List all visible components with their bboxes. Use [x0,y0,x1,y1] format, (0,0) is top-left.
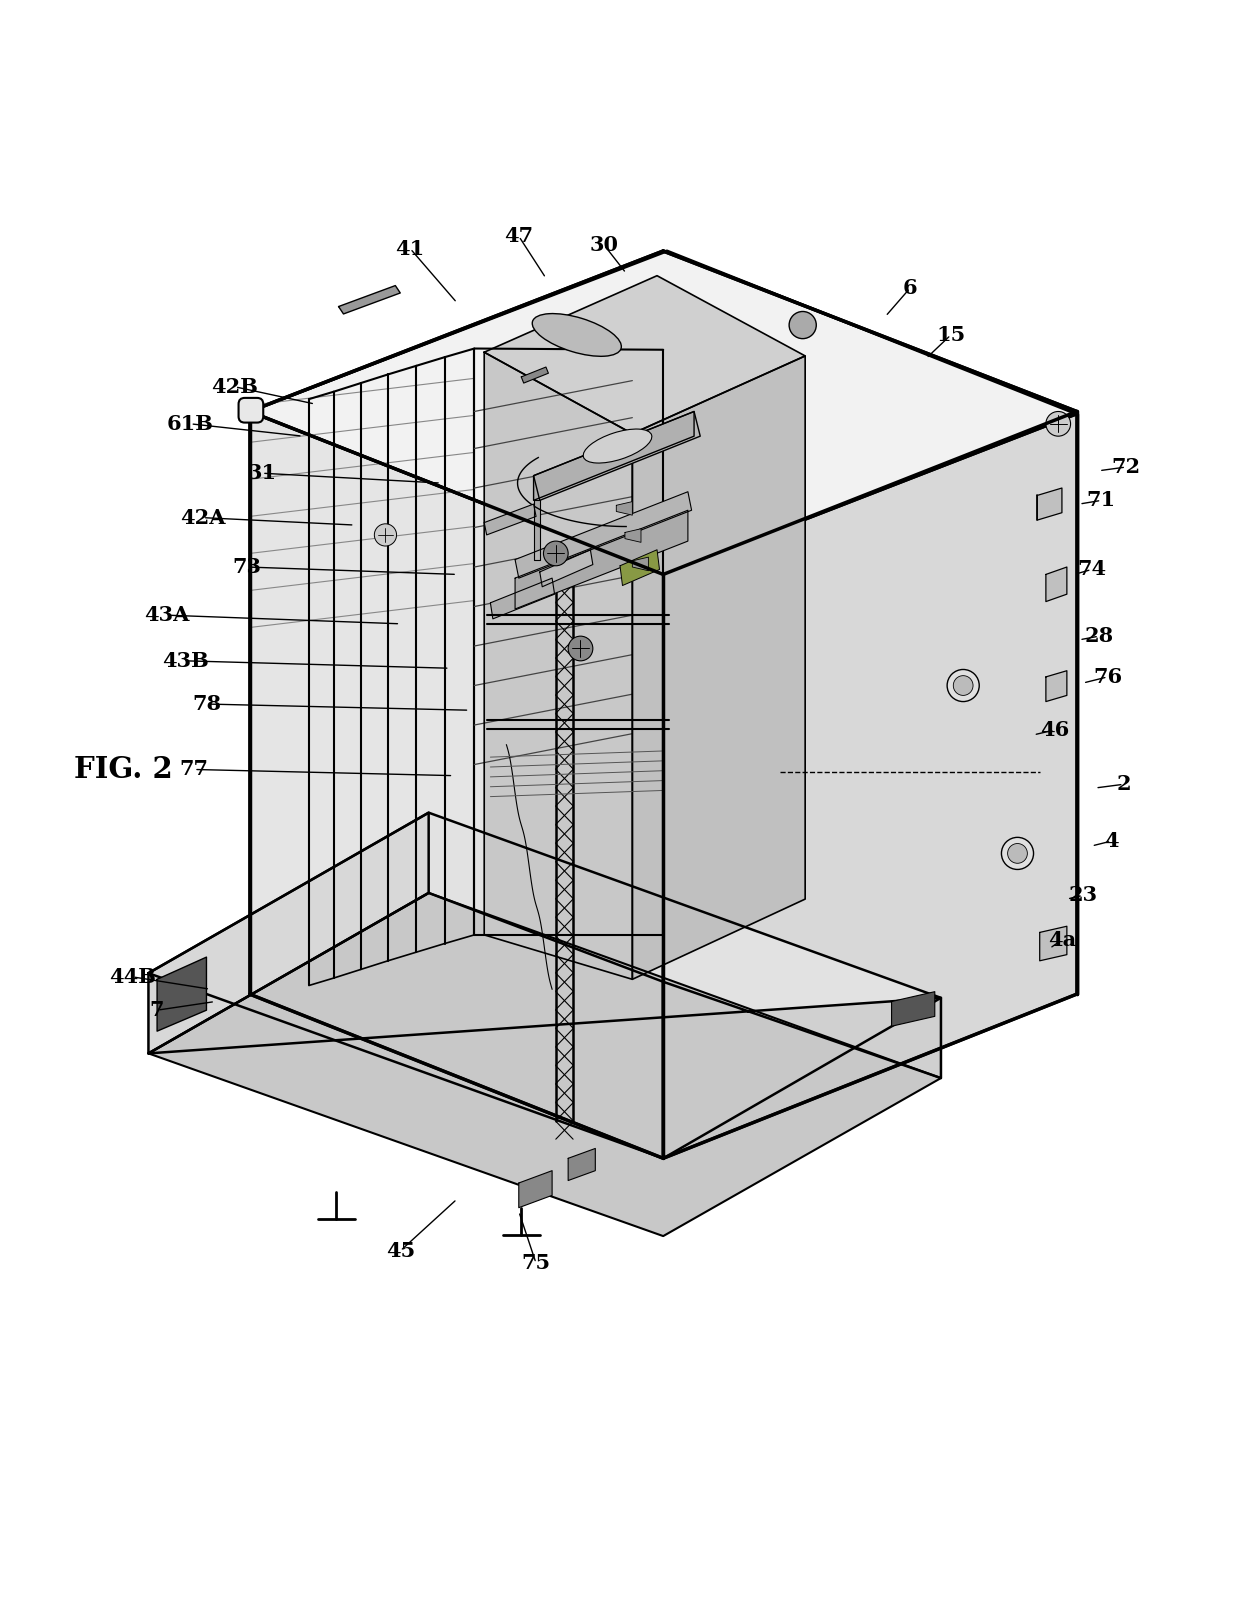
Text: 73: 73 [233,556,262,577]
Circle shape [543,540,568,566]
Text: 78: 78 [192,694,221,715]
Polygon shape [632,556,649,571]
Polygon shape [490,577,554,619]
Text: 31: 31 [248,463,277,484]
Text: 76: 76 [1092,666,1122,687]
Polygon shape [149,894,941,1077]
Text: 30: 30 [589,235,619,255]
Polygon shape [892,992,935,1026]
Polygon shape [249,252,1076,574]
Text: 77: 77 [180,760,208,779]
Polygon shape [484,503,536,536]
Polygon shape [539,550,593,587]
Polygon shape [1039,926,1066,961]
Ellipse shape [583,429,652,463]
Polygon shape [149,813,941,1158]
Polygon shape [663,415,1076,1158]
Text: 43B: 43B [162,650,208,671]
Polygon shape [1045,671,1066,702]
Text: 72: 72 [1111,456,1141,477]
Text: 43A: 43A [144,605,190,626]
Circle shape [1002,837,1033,869]
Polygon shape [249,411,663,1158]
Polygon shape [339,286,401,315]
Text: FIG. 2: FIG. 2 [74,755,174,784]
Text: 45: 45 [386,1240,415,1261]
Text: 42B: 42B [211,377,258,397]
Text: 28: 28 [1085,626,1114,647]
Text: 6: 6 [903,277,918,298]
Polygon shape [533,411,701,500]
Text: 44B: 44B [109,966,156,987]
Text: 23: 23 [1069,886,1097,905]
Text: 61B: 61B [167,415,213,434]
Polygon shape [533,500,539,560]
Polygon shape [1045,568,1066,602]
Polygon shape [484,352,632,979]
FancyBboxPatch shape [238,398,263,423]
Text: 4: 4 [1104,831,1118,852]
Ellipse shape [532,313,621,356]
Text: 46: 46 [1040,719,1069,740]
Polygon shape [620,550,660,586]
Text: 75: 75 [522,1253,551,1273]
Circle shape [374,524,397,547]
Text: 41: 41 [396,239,425,258]
Polygon shape [515,492,692,577]
Text: 47: 47 [505,226,533,247]
Polygon shape [484,276,805,434]
Text: 15: 15 [936,324,966,345]
Circle shape [1008,844,1028,863]
Circle shape [954,676,973,695]
Circle shape [947,669,980,702]
Polygon shape [625,529,641,542]
Text: 42A: 42A [180,508,226,527]
Polygon shape [149,813,429,1053]
Text: 2: 2 [1116,774,1131,794]
Text: 4a: 4a [1048,929,1076,950]
Circle shape [568,636,593,661]
Polygon shape [149,894,941,1236]
Circle shape [789,311,816,339]
Polygon shape [518,1171,552,1208]
Circle shape [1045,411,1070,436]
Polygon shape [632,356,805,979]
Polygon shape [616,502,632,515]
Text: 7: 7 [150,1000,165,1019]
Polygon shape [1037,489,1061,519]
Polygon shape [568,1148,595,1181]
Polygon shape [157,957,207,1031]
Text: 74: 74 [1078,560,1106,579]
Polygon shape [521,368,548,382]
Polygon shape [515,510,688,610]
Polygon shape [533,411,694,500]
Text: 71: 71 [1087,490,1116,510]
